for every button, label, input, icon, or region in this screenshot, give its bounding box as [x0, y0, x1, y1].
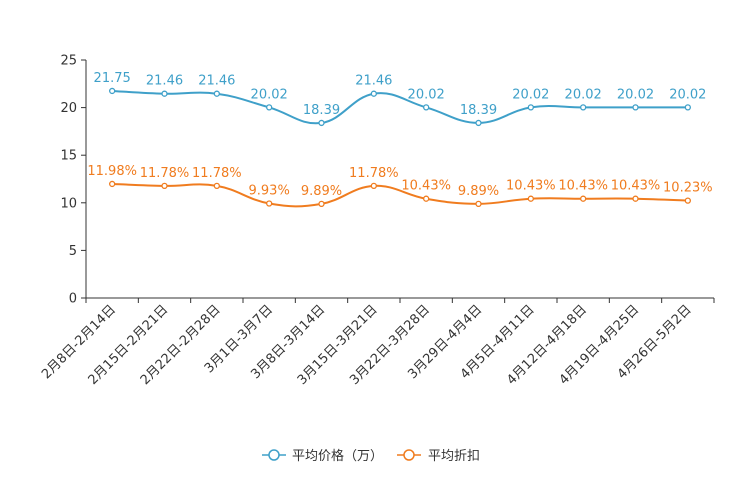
data-point[interactable]	[475, 200, 482, 207]
data-label: 10.43%	[401, 179, 451, 194]
data-label: 9.89%	[458, 184, 499, 199]
data-point[interactable]	[527, 195, 534, 202]
y-tick-label: 25	[60, 54, 77, 69]
data-label: 20.02	[565, 87, 602, 102]
data-point[interactable]	[423, 195, 430, 202]
data-point[interactable]	[632, 104, 639, 111]
data-point[interactable]	[370, 90, 377, 97]
data-point[interactable]	[109, 87, 116, 95]
data-label: 21.46	[198, 74, 235, 89]
series-0: 21.75 21.46 21.46 20.02 18.39 21.46 20.02 18.39…	[94, 71, 706, 127]
data-point[interactable]	[684, 197, 691, 204]
data-point[interactable]	[475, 119, 482, 127]
data-point[interactable]	[370, 182, 377, 190]
legend: 平均价格（万） 平均折扣	[262, 448, 480, 464]
data-point[interactable]	[580, 195, 587, 202]
series-layer: 21.75 21.46 21.46 20.02 18.39 21.46 20.02 18.39…	[87, 71, 713, 208]
data-label: 11.98%	[87, 164, 137, 179]
data-point[interactable]	[632, 195, 639, 202]
data-label: 20.02	[512, 87, 549, 102]
y-tick-label: 0	[69, 292, 77, 307]
data-point[interactable]	[318, 200, 325, 207]
data-label: 11.78%	[349, 166, 399, 181]
data-label: 18.39	[460, 103, 497, 118]
data-label: 11.78%	[140, 166, 190, 181]
data-point[interactable]	[213, 90, 220, 97]
legend-discount-label: 平均折扣	[428, 449, 480, 464]
data-label: 10.23%	[663, 181, 713, 196]
data-label: 10.43%	[506, 179, 556, 194]
data-label: 10.43%	[611, 179, 661, 194]
data-label: 20.02	[408, 87, 445, 102]
data-point[interactable]	[266, 200, 273, 207]
legend-price-marker	[268, 449, 280, 461]
data-point[interactable]	[161, 90, 168, 97]
data-label: 9.89%	[301, 184, 342, 199]
y-tick-label: 5	[69, 244, 77, 259]
legend-item-price[interactable]: 平均价格（万）	[262, 448, 383, 464]
data-point[interactable]	[527, 104, 534, 111]
series-line	[112, 182, 688, 208]
legend-price-label: 平均价格（万）	[292, 448, 383, 464]
data-point[interactable]	[266, 104, 273, 111]
data-point[interactable]	[684, 104, 691, 111]
y-tick-label: 15	[60, 149, 77, 164]
data-point[interactable]	[318, 119, 325, 127]
data-label: 20.02	[251, 87, 288, 102]
y-tick-label: 10	[60, 196, 77, 211]
data-label: 11.78%	[192, 166, 242, 181]
data-point[interactable]	[109, 180, 116, 188]
series-line	[112, 89, 688, 125]
legend-discount-marker	[403, 449, 415, 461]
data-label: 10.43%	[558, 179, 608, 194]
data-point[interactable]	[580, 104, 587, 111]
data-label: 20.02	[617, 87, 654, 102]
data-label: 21.46	[355, 74, 392, 89]
data-label: 21.46	[146, 74, 183, 89]
legend-item-discount[interactable]: 平均折扣	[397, 449, 480, 464]
data-point[interactable]	[213, 182, 220, 190]
data-label: 21.75	[94, 71, 131, 86]
data-label: 9.93%	[249, 183, 290, 198]
data-label: 20.02	[669, 87, 706, 102]
series-1: 11.98% 11.78% 11.78%9.93% 9.89%11.78%10.43%…	[87, 164, 713, 208]
data-point[interactable]	[161, 182, 168, 190]
data-label: 18.39	[303, 103, 340, 118]
y-tick-label: 20	[60, 101, 77, 116]
data-point[interactable]	[423, 104, 430, 111]
axes: 05101520252月8日-2月14日2月15日-2月21日2月22日-2月2…	[39, 54, 715, 388]
